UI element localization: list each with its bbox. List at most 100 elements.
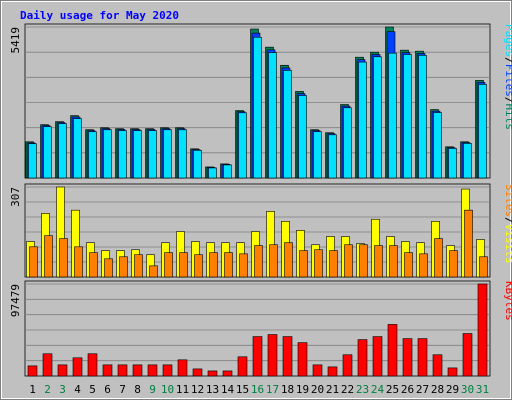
bar [209,252,218,278]
x-tick-label: 21 [326,383,339,396]
bar [72,357,83,377]
x-tick-label: 3 [59,383,66,396]
x-tick-label: 2 [44,383,51,396]
bar [179,252,188,278]
bar [88,131,97,179]
bar [387,324,398,377]
bar [223,164,232,179]
bar [177,359,188,377]
bar [389,245,398,278]
bar [239,253,248,278]
legend-separator: / [503,97,512,104]
bar [42,353,53,377]
x-tick-label: 7 [119,383,126,396]
x-tick-label: 27 [416,383,429,396]
bar [237,356,248,377]
bar [419,253,428,278]
bar [194,254,203,278]
legend: KBytes [503,281,512,321]
bar [342,354,353,377]
bar [417,338,428,377]
bar [43,126,52,179]
bar [388,52,397,179]
bar [27,365,38,377]
bar [207,370,218,377]
bar [58,123,67,179]
legend-separator: / [503,57,512,64]
x-tick-label: 1 [29,383,36,396]
bar [238,112,247,179]
legend-entry: Sites [503,184,512,217]
y-tick-label: 5419 [9,27,22,54]
bar [163,129,172,179]
bar [224,252,233,278]
bar [299,250,308,278]
legend: Sites/Visits [503,184,512,264]
bar [358,61,367,179]
bar [357,339,368,377]
bar [463,143,472,179]
bar [372,336,383,377]
bar [162,364,173,377]
x-tick-label: 31 [476,383,489,396]
bar [478,84,487,179]
bar [448,148,457,179]
bar [149,265,158,278]
bar [283,70,292,179]
bar [59,238,68,278]
x-tick-label: 28 [431,383,444,396]
bar [148,130,157,179]
bar [87,353,98,377]
bar [312,364,323,377]
x-tick-label: 22 [341,383,354,396]
bar [327,366,338,377]
bar [282,336,293,377]
x-tick-label: 13 [206,383,219,396]
bar [359,244,368,278]
x-tick-label: 10 [161,383,174,396]
bar [28,143,37,179]
x-tick-label: 26 [401,383,414,396]
bar [329,250,338,278]
x-tick-label: 15 [236,383,249,396]
x-tick-label: 23 [356,383,369,396]
bar [57,364,68,377]
bar [29,246,38,278]
bar [297,342,308,377]
x-tick-label: 9 [149,383,156,396]
bar [192,368,203,377]
x-tick-label: 20 [311,383,324,396]
x-tick-label: 6 [104,383,111,396]
y-tick-label: 307 [9,187,22,207]
x-tick-label: 29 [446,383,459,396]
bar [147,364,158,377]
bar [433,112,442,179]
bar [314,249,323,278]
bar [343,107,352,179]
x-tick-label: 16 [251,383,264,396]
bar [134,254,143,278]
bar [253,36,262,179]
bar [477,283,488,377]
bar [344,244,353,278]
bar [119,256,128,278]
bar [164,252,173,278]
bar [133,130,142,179]
bar [374,245,383,278]
bar [193,150,202,179]
bar [103,129,112,179]
bar [102,364,113,377]
legend-entry: Hits [503,104,512,131]
bar [313,131,322,179]
legend-entry: Pages [503,24,512,57]
bar [447,367,458,377]
bar [44,235,53,278]
bar [464,209,473,278]
bar [284,242,293,278]
legend-entry: KBytes [503,281,512,321]
legend-entry: Files [503,64,512,97]
bar [404,252,413,278]
x-tick-label: 12 [191,383,204,396]
x-tick-label: 17 [266,383,279,396]
